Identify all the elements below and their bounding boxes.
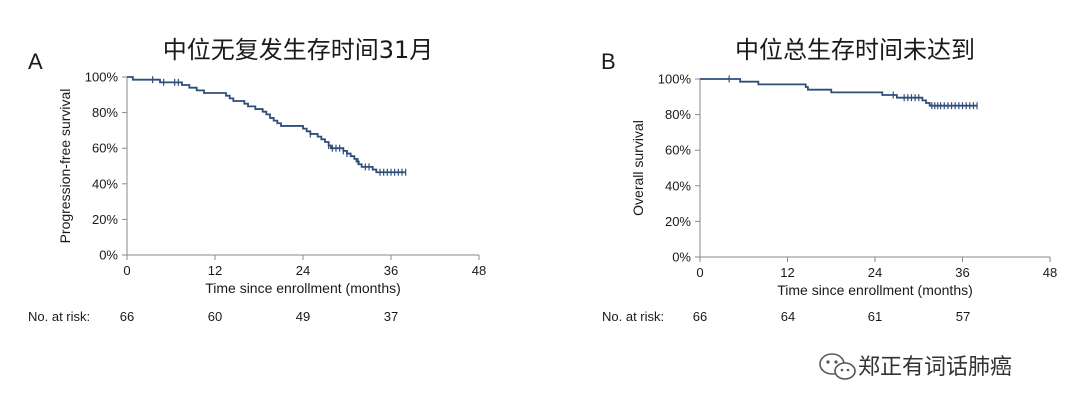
chart-title: 中位无复发生存时间31月 [163,36,434,64]
x-tick-label: 12 [780,265,794,280]
x-axis-title: Time since enrollment (months) [205,280,401,296]
risk-count: 61 [868,309,882,324]
chart-panel-b: 中位总生存时间未达到 B 0% 20% 40% 60% 80% 100% 0 12 24 36 48 Ti… [601,36,1057,324]
watermark: 郑正有词话肺癌 [819,353,1012,380]
chart-title: 中位总生存时间未达到 [735,36,975,64]
risk-table-label: No. at risk: [602,309,664,324]
y-tick-label: 100% [658,72,692,87]
x-tick-label: 36 [384,263,398,278]
survival-curve [700,78,978,107]
x-tick-label: 24 [868,265,882,280]
risk-count: 60 [208,309,222,324]
y-axis-title: Overall survival [630,120,646,216]
risk-count: 66 [120,309,134,324]
x-axis-title: Time since enrollment (months) [777,282,973,298]
chart-panel-a: 中位无复发生存时间31月 A 0% 20% 40% 60% 80% 100% 0 12 24 36 48… [28,36,486,324]
risk-count: 49 [296,309,310,324]
y-tick-label: 40% [92,176,118,191]
y-tick-label: 60% [665,143,691,158]
panel-letter: B [601,49,616,74]
y-tick-label: 0% [99,248,118,263]
y-tick-label: 100% [85,70,119,85]
panel-letter: A [28,49,43,74]
risk-count: 64 [781,309,795,324]
x-tick-label: 12 [208,263,222,278]
x-tick-label: 48 [472,263,486,278]
survival-curve [127,76,406,174]
risk-count: 57 [956,309,970,324]
x-tick-label: 24 [296,263,310,278]
x-tick-label: 36 [955,265,969,280]
y-tick-label: 20% [92,212,118,227]
y-tick-label: 40% [665,178,691,193]
x-tick-label: 48 [1043,265,1057,280]
y-tick-label: 0% [672,250,691,265]
y-tick-label: 80% [92,105,118,120]
x-tick-label: 0 [696,265,703,280]
y-tick-label: 60% [92,141,118,156]
x-tick-label: 0 [123,263,130,278]
risk-table-label: No. at risk: [28,309,90,324]
y-axis-title: Progression-free survival [57,89,73,244]
wechat-icon [819,353,856,380]
risk-count: 66 [693,309,707,324]
y-tick-label: 80% [665,107,691,122]
risk-count: 37 [384,309,398,324]
y-tick-label: 20% [665,214,691,229]
watermark-text: 郑正有词话肺癌 [858,355,1012,380]
